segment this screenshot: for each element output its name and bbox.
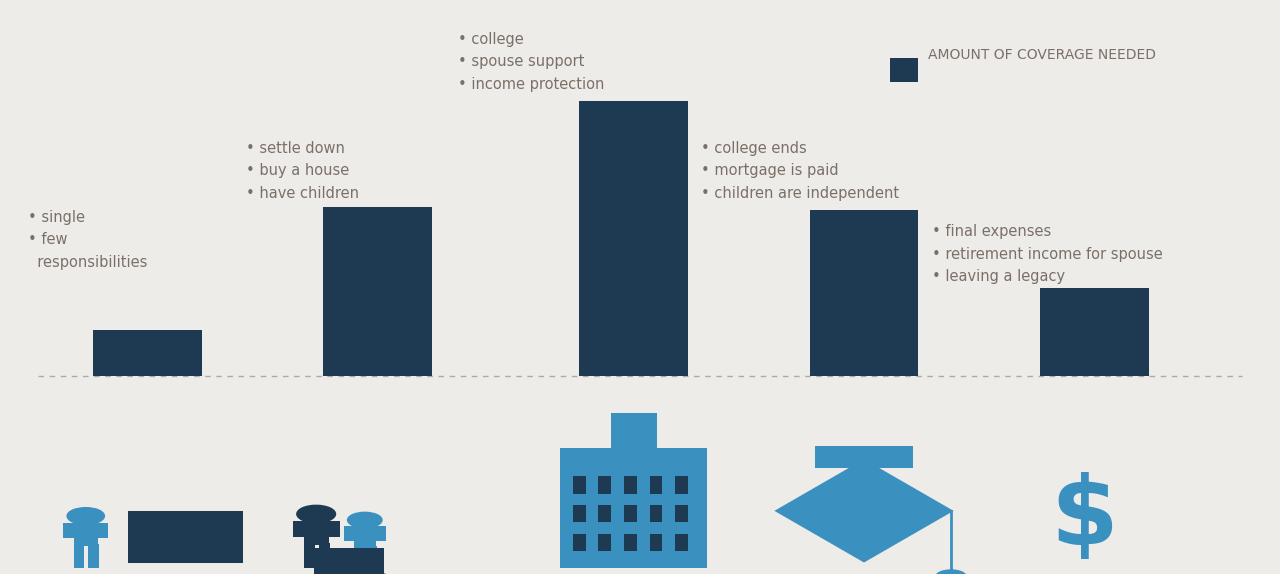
FancyBboxPatch shape (815, 446, 913, 468)
Text: $: $ (1051, 472, 1117, 565)
FancyBboxPatch shape (625, 476, 637, 494)
FancyBboxPatch shape (1039, 288, 1149, 376)
FancyBboxPatch shape (599, 534, 612, 551)
FancyBboxPatch shape (74, 544, 84, 568)
FancyBboxPatch shape (676, 505, 689, 522)
FancyBboxPatch shape (573, 505, 586, 522)
FancyBboxPatch shape (74, 519, 97, 546)
FancyBboxPatch shape (88, 544, 99, 568)
Text: • final expenses
• retirement income for spouse
• leaving a legacy: • final expenses • retirement income for… (932, 224, 1162, 285)
FancyBboxPatch shape (650, 534, 663, 551)
FancyBboxPatch shape (599, 476, 612, 494)
Circle shape (297, 505, 335, 523)
FancyBboxPatch shape (810, 210, 919, 376)
FancyBboxPatch shape (611, 413, 657, 465)
FancyBboxPatch shape (625, 505, 637, 522)
FancyBboxPatch shape (625, 534, 637, 551)
FancyBboxPatch shape (97, 523, 109, 538)
FancyBboxPatch shape (367, 546, 378, 568)
Polygon shape (774, 459, 954, 563)
FancyBboxPatch shape (303, 518, 329, 545)
Text: • college
• spouse support
• income protection: • college • spouse support • income prot… (458, 32, 604, 92)
FancyBboxPatch shape (599, 505, 612, 522)
FancyBboxPatch shape (329, 521, 339, 537)
FancyBboxPatch shape (561, 448, 708, 568)
FancyBboxPatch shape (128, 511, 243, 563)
FancyBboxPatch shape (293, 521, 303, 537)
FancyBboxPatch shape (890, 58, 918, 82)
FancyBboxPatch shape (676, 534, 689, 551)
FancyBboxPatch shape (573, 476, 586, 494)
FancyBboxPatch shape (573, 534, 586, 551)
FancyBboxPatch shape (580, 100, 689, 376)
Circle shape (67, 507, 105, 525)
FancyBboxPatch shape (650, 505, 663, 522)
Circle shape (936, 570, 966, 574)
Text: • college ends
• mortgage is paid
• children are independent: • college ends • mortgage is paid • chil… (701, 141, 900, 201)
Circle shape (348, 572, 394, 574)
FancyBboxPatch shape (314, 548, 384, 574)
FancyBboxPatch shape (676, 476, 689, 494)
Text: • single
• few
  responsibilities: • single • few responsibilities (28, 210, 147, 270)
FancyBboxPatch shape (344, 526, 353, 541)
FancyBboxPatch shape (93, 330, 202, 376)
FancyBboxPatch shape (353, 523, 376, 548)
FancyBboxPatch shape (323, 207, 433, 376)
FancyBboxPatch shape (376, 526, 385, 541)
FancyBboxPatch shape (319, 543, 330, 568)
Text: AMOUNT OF COVERAGE NEEDED: AMOUNT OF COVERAGE NEEDED (928, 48, 1156, 61)
FancyBboxPatch shape (353, 546, 364, 568)
FancyBboxPatch shape (63, 523, 74, 538)
Text: • settle down
• buy a house
• have children: • settle down • buy a house • have child… (246, 141, 358, 201)
FancyBboxPatch shape (650, 476, 663, 494)
Circle shape (306, 572, 352, 574)
Circle shape (348, 513, 381, 528)
FancyBboxPatch shape (303, 543, 315, 568)
